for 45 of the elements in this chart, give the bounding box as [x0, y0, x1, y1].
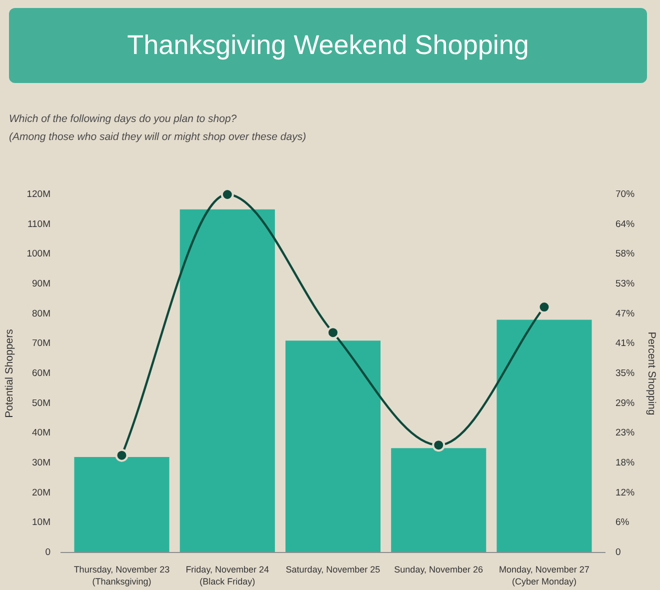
- x-tick-label: Saturday, November 25: [286, 564, 380, 574]
- y2-tick-label: 58%: [616, 248, 636, 260]
- y-tick-label: 70M: [32, 338, 51, 350]
- y2-tick-label: 23%: [616, 428, 636, 439]
- bar: [496, 320, 592, 552]
- chart-subtitle: Which of the following days do you plan to shop? (Among those who said they will or might shop over these days): [9, 112, 306, 145]
- y2-tick-label: 47%: [616, 308, 636, 320]
- x-tick-label: Sunday, November 26: [394, 564, 484, 574]
- bar: [285, 340, 381, 552]
- x-tick-label: Monday, November 27 (Cyber Monday): [499, 564, 590, 586]
- y-tick-label: 100M: [26, 248, 51, 260]
- y-axis-title: Potential Shoppers: [4, 329, 16, 418]
- y2-tick-label: 41%: [616, 338, 636, 350]
- y2-tick-label: 64%: [616, 218, 636, 230]
- y-tick-label: 50M: [32, 398, 51, 409]
- y-tick-label: 90M: [32, 278, 51, 290]
- x-tick-label: Friday, November 24 (Black Friday): [186, 564, 270, 586]
- point: [538, 300, 551, 314]
- y2-tick-label: 0: [616, 547, 621, 558]
- point: [115, 448, 128, 462]
- point: [220, 188, 234, 201]
- y-tick-label: 40M: [32, 428, 51, 439]
- y2-tick-label: 70%: [616, 189, 636, 200]
- y-tick-label: 30M: [32, 458, 51, 468]
- x-tick-label: Thursday, November 23 (Thanksgiving): [74, 564, 170, 586]
- y2-tick-label: 6%: [616, 517, 630, 528]
- y2-tick-label: 18%: [616, 458, 636, 468]
- point: [432, 438, 446, 452]
- y2-axis-title: Percent Shopping: [646, 332, 658, 416]
- y2-tick-label: 53%: [616, 278, 636, 290]
- y2-tick-label: 29%: [616, 398, 636, 409]
- y-tick-label: 0: [45, 547, 51, 558]
- y-tick-label: 20M: [32, 487, 51, 498]
- y2-tick-label: 35%: [616, 368, 636, 379]
- bar: [180, 209, 275, 552]
- bar: [391, 448, 486, 552]
- y-tick-label: 110M: [27, 218, 51, 230]
- y-tick-label: 120M: [26, 189, 51, 200]
- point: [326, 326, 340, 340]
- bar: [74, 457, 170, 552]
- y-tick-label: 80M: [32, 308, 51, 320]
- chart-title: Thanksgiving Weekend Shopping: [127, 29, 529, 62]
- y2-tick-label: 12%: [616, 487, 636, 498]
- y-tick-label: 10M: [32, 517, 51, 528]
- y-tick-label: 60M: [32, 368, 51, 379]
